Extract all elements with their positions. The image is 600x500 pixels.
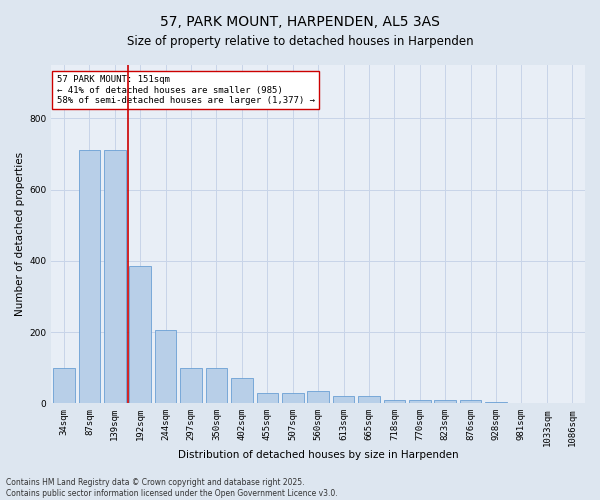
- Bar: [307, 391, 329, 404]
- Text: Contains HM Land Registry data © Crown copyright and database right 2025.
Contai: Contains HM Land Registry data © Crown c…: [6, 478, 338, 498]
- Text: Size of property relative to detached houses in Harpenden: Size of property relative to detached ho…: [127, 35, 473, 48]
- Bar: [53, 368, 75, 404]
- Text: 57, PARK MOUNT, HARPENDEN, AL5 3AS: 57, PARK MOUNT, HARPENDEN, AL5 3AS: [160, 15, 440, 29]
- Text: 57 PARK MOUNT: 151sqm
← 41% of detached houses are smaller (985)
58% of semi-det: 57 PARK MOUNT: 151sqm ← 41% of detached …: [56, 75, 314, 105]
- Bar: [180, 368, 202, 404]
- Bar: [434, 400, 456, 404]
- Bar: [130, 266, 151, 404]
- Bar: [104, 150, 125, 404]
- Bar: [383, 400, 405, 404]
- X-axis label: Distribution of detached houses by size in Harpenden: Distribution of detached houses by size …: [178, 450, 458, 460]
- Bar: [485, 402, 507, 404]
- Bar: [206, 368, 227, 404]
- Bar: [409, 400, 431, 404]
- Bar: [79, 150, 100, 404]
- Bar: [460, 400, 481, 404]
- Y-axis label: Number of detached properties: Number of detached properties: [15, 152, 25, 316]
- Bar: [358, 396, 380, 404]
- Bar: [333, 396, 355, 404]
- Bar: [231, 378, 253, 404]
- Bar: [282, 392, 304, 404]
- Bar: [155, 330, 176, 404]
- Bar: [257, 392, 278, 404]
